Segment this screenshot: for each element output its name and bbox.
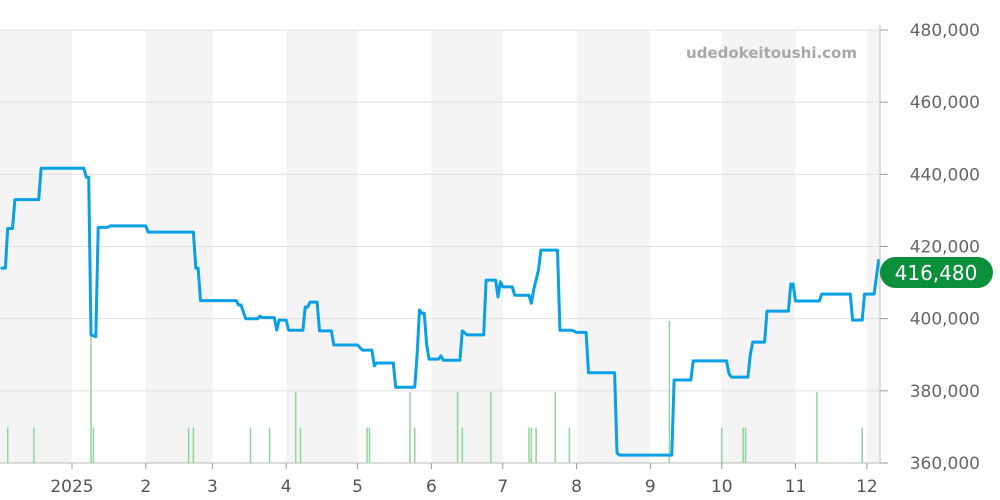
x-tick-label: 12: [856, 477, 878, 497]
current-price-label: 416,480: [895, 261, 978, 285]
x-tick-label: 6: [426, 477, 437, 497]
x-tick-label: 5: [352, 477, 363, 497]
x-tick-label: 7: [497, 477, 508, 497]
y-tick-label: 380,000: [910, 382, 980, 402]
x-tick-label: 10: [711, 477, 733, 497]
price-line: [0, 166, 881, 457]
y-tick-label: 460,000: [910, 93, 980, 113]
y-tick-label: 400,000: [910, 310, 980, 330]
x-tick-label: 11: [785, 477, 807, 497]
y-tick-label: 480,000: [910, 21, 980, 41]
x-tick-label: 2: [140, 477, 151, 497]
x-tick-label: 9: [645, 477, 656, 497]
current-price-badge: 416,480: [880, 257, 993, 288]
y-tick-label: 360,000: [910, 454, 980, 474]
axes: 360,000 380,000 400,000 420,000 440,000 460,0…: [0, 21, 980, 497]
x-tick-label: 3: [207, 477, 218, 497]
x-tick-label: 2025: [50, 477, 93, 497]
y-tick-label: 440,000: [910, 165, 980, 185]
x-tick-label: 4: [281, 477, 292, 497]
volume-bars: [6, 321, 863, 463]
x-tick-label: 8: [571, 477, 582, 497]
watermark: udedokeitoushi.com: [686, 44, 857, 62]
y-tick-label: 420,000: [910, 238, 980, 258]
